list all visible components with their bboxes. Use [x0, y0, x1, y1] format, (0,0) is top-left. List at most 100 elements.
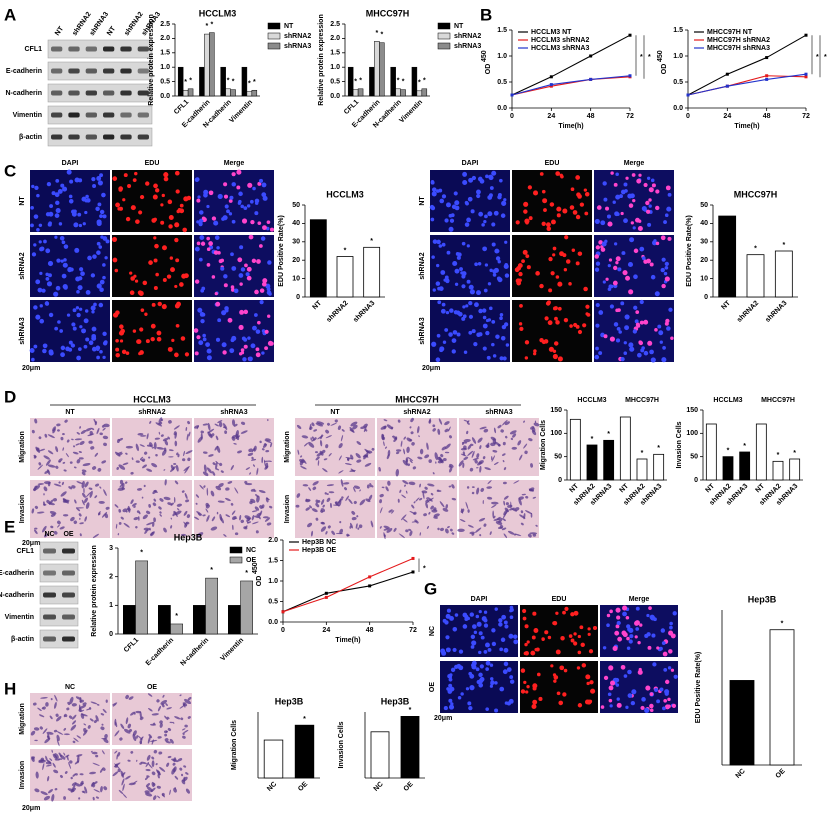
cell — [84, 309, 89, 313]
y-tick-label: 10 — [292, 275, 300, 282]
cell — [371, 447, 375, 451]
cell — [648, 198, 652, 202]
cell — [431, 191, 437, 197]
cell — [59, 526, 65, 530]
cell — [320, 499, 325, 505]
cell — [43, 486, 48, 492]
cell — [555, 611, 559, 615]
cell — [150, 323, 156, 329]
cell — [558, 700, 564, 706]
x-tick-label: CFL1 — [123, 637, 140, 654]
cell — [152, 521, 155, 527]
cell — [459, 267, 463, 271]
cell — [81, 469, 87, 473]
cell — [658, 646, 663, 651]
cell — [243, 309, 249, 315]
cell — [95, 754, 99, 758]
cell — [605, 277, 609, 281]
cell — [120, 516, 124, 520]
micro-image — [520, 605, 598, 657]
cell — [52, 753, 58, 760]
band — [68, 112, 80, 118]
cell — [489, 306, 493, 311]
cell — [449, 528, 453, 532]
cell — [125, 452, 128, 455]
cell — [449, 435, 452, 439]
cell — [541, 189, 546, 194]
significance: * — [380, 32, 383, 39]
significance: * — [409, 707, 412, 714]
bar — [246, 91, 253, 97]
cell — [509, 609, 513, 613]
y-tick-label: 0.0 — [268, 619, 278, 626]
cell — [262, 278, 268, 284]
cell — [58, 752, 62, 757]
cell — [664, 321, 669, 326]
cell — [479, 465, 482, 473]
bar — [746, 254, 765, 298]
cell — [112, 257, 118, 263]
cell — [343, 482, 350, 485]
legend-label: HCCLM3 NT — [531, 29, 572, 36]
cell — [60, 183, 65, 188]
cell — [670, 336, 674, 341]
cell — [463, 456, 469, 461]
cell — [58, 458, 63, 463]
cell — [302, 458, 307, 464]
bar — [347, 66, 354, 97]
cell — [614, 630, 620, 636]
cell — [659, 687, 664, 692]
cell — [422, 491, 425, 499]
cell — [214, 423, 219, 427]
cell — [323, 458, 328, 461]
cell — [482, 346, 487, 351]
cell — [42, 348, 47, 354]
x-tick-label: OE — [775, 768, 787, 780]
cell — [325, 531, 328, 535]
band — [103, 68, 115, 74]
cell — [484, 263, 489, 267]
cell — [131, 457, 134, 461]
cell — [525, 254, 530, 259]
legend-label: MHCC97H NT — [707, 29, 753, 36]
cell — [417, 425, 420, 434]
cell — [504, 262, 509, 267]
cell — [395, 451, 400, 455]
cell — [111, 236, 118, 242]
cell — [670, 633, 676, 639]
cell — [369, 483, 372, 488]
cell — [206, 487, 209, 496]
cell — [667, 236, 672, 241]
cell — [233, 517, 238, 519]
cell — [68, 761, 72, 770]
cell — [66, 707, 70, 711]
bar — [379, 42, 385, 97]
y-tick-label: 1.0 — [497, 53, 507, 60]
cell — [234, 487, 239, 494]
cell — [320, 510, 324, 513]
y-tick-label: 0 — [109, 631, 113, 638]
cell — [468, 177, 474, 183]
cell — [547, 635, 552, 640]
cell — [115, 202, 121, 208]
cell — [151, 713, 159, 716]
cell — [502, 481, 507, 485]
cell — [139, 711, 142, 719]
cell — [45, 702, 49, 707]
cell — [244, 263, 248, 268]
cell — [510, 437, 514, 441]
cell — [633, 248, 639, 254]
cell — [595, 261, 601, 266]
cell — [163, 469, 166, 471]
band — [85, 68, 97, 74]
cell — [38, 714, 45, 718]
cell — [64, 713, 68, 718]
cell — [233, 288, 239, 294]
x-tick-label: 24 — [723, 113, 731, 120]
cell — [71, 485, 76, 489]
cell — [499, 178, 503, 183]
cell — [371, 485, 374, 488]
cell — [60, 352, 65, 358]
cell — [577, 329, 583, 335]
cell — [53, 483, 62, 487]
